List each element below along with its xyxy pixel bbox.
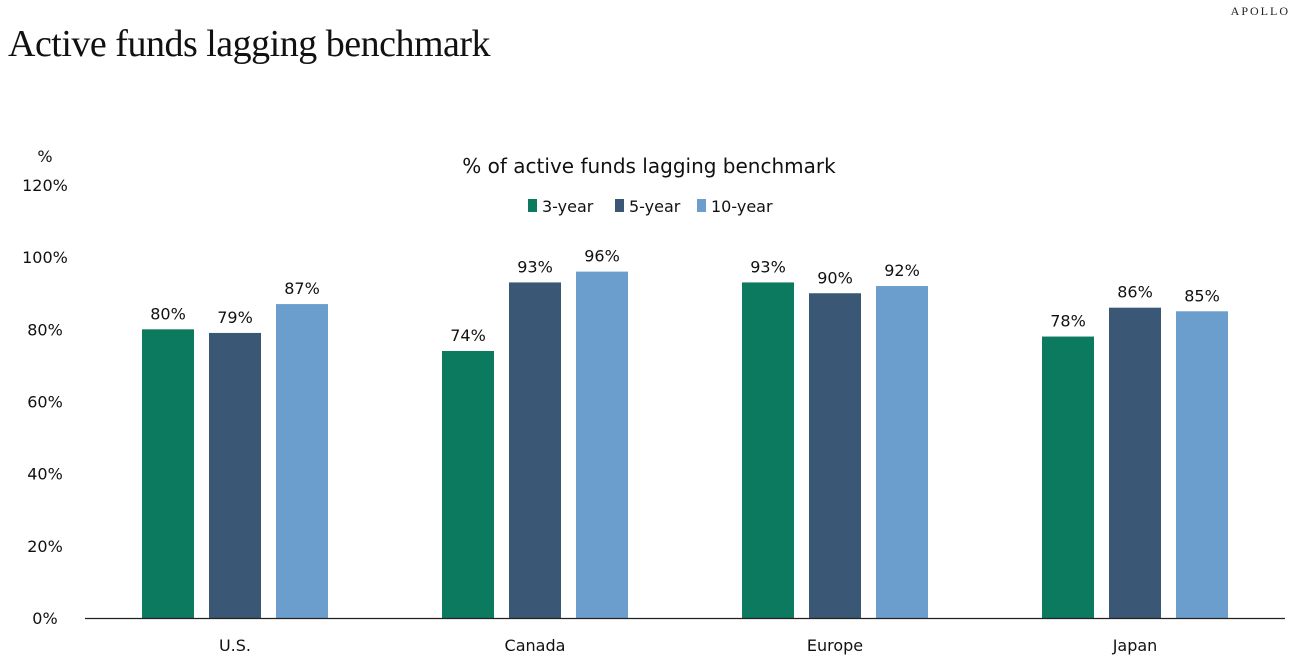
y-axis: 0% 20% 40% 60% 80% 100% 120% [22,176,68,628]
page-title: Active funds lagging benchmark [8,23,491,65]
y-axis-label: % [37,147,52,166]
bars: 80% 79% 87% 74% 93% 96% 93% 90% 92% 78% 86% 85% [142,247,1228,618]
x-axis: U.S. Canada Europe Japan [219,636,1157,655]
bar-5-year [509,282,561,618]
bar-10-year [276,304,328,618]
chart-title: % of active funds lagging benchmark [462,154,836,178]
data-label: 85% [1184,286,1220,305]
data-label: 93% [517,257,553,276]
data-label: 96% [584,247,620,266]
x-tick-label: Canada [505,636,566,655]
legend-label: 3-year [542,197,594,216]
bar-3-year [442,350,494,618]
y-tick-label: 20% [27,537,63,556]
x-tick-label: Europe [807,636,863,655]
data-label: 86% [1117,283,1153,302]
bar-10-year [876,286,928,618]
y-tick-label: 80% [27,320,63,339]
legend-swatch-3-year [528,199,537,212]
x-tick-label: U.S. [219,636,251,655]
data-label: 93% [750,257,786,276]
legend-label: 5-year [629,197,681,216]
bar-5-year [209,332,261,618]
bar-5-year [809,293,861,618]
bar-5-year [1109,307,1161,618]
apollo-logo: APOLLO [1230,4,1290,18]
legend-swatch-5-year [615,199,624,212]
y-tick-label: 60% [27,393,63,412]
bar-10-year [1176,311,1228,618]
data-label: 80% [150,304,186,323]
x-tick-label: Japan [1112,636,1158,655]
legend: 3-year 5-year 10-year [528,197,773,216]
data-label: 87% [284,279,320,298]
data-label: 92% [884,261,920,280]
data-label: 74% [450,326,486,345]
y-tick-label: 120% [22,176,68,195]
bar-3-year [742,282,794,618]
bar-10-year [576,271,628,618]
bar-3-year [142,329,194,618]
data-label: 78% [1050,312,1086,331]
legend-swatch-10-year [697,199,706,212]
data-label: 90% [817,268,853,287]
y-tick-label: 0% [32,609,57,628]
y-tick-label: 100% [22,248,68,267]
data-label: 79% [217,308,253,327]
legend-label: 10-year [711,197,773,216]
bar-3-year [1042,336,1094,618]
y-tick-label: 40% [27,465,63,484]
